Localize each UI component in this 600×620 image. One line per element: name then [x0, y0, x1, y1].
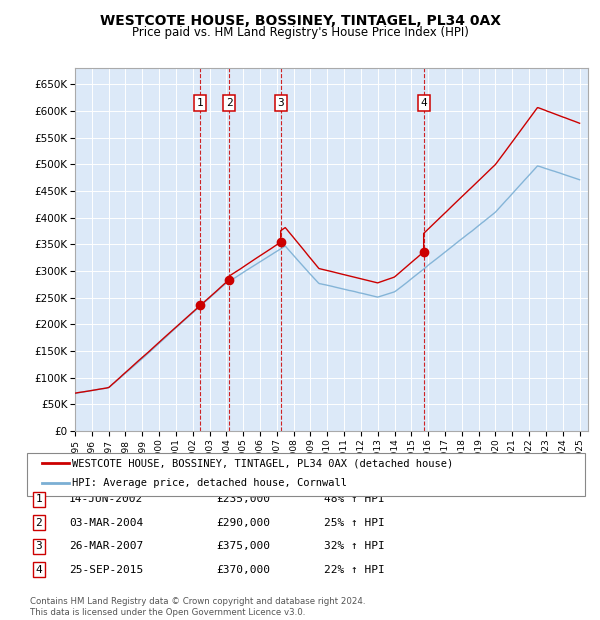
Text: WESTCOTE HOUSE, BOSSINEY, TINTAGEL, PL34 0AX (detached house): WESTCOTE HOUSE, BOSSINEY, TINTAGEL, PL34…: [72, 458, 453, 468]
Text: 25% ↑ HPI: 25% ↑ HPI: [324, 518, 385, 528]
Text: 4: 4: [35, 565, 43, 575]
Text: 48% ↑ HPI: 48% ↑ HPI: [324, 494, 385, 504]
Text: 3: 3: [277, 98, 284, 108]
Text: Contains HM Land Registry data © Crown copyright and database right 2024.
This d: Contains HM Land Registry data © Crown c…: [30, 598, 365, 617]
Text: 1: 1: [35, 494, 43, 504]
Text: 2: 2: [226, 98, 233, 108]
Text: WESTCOTE HOUSE, BOSSINEY, TINTAGEL, PL34 0AX: WESTCOTE HOUSE, BOSSINEY, TINTAGEL, PL34…: [100, 14, 500, 28]
Text: 14-JUN-2002: 14-JUN-2002: [69, 494, 143, 504]
Text: 1: 1: [197, 98, 203, 108]
Text: £370,000: £370,000: [216, 565, 270, 575]
Text: 3: 3: [35, 541, 43, 551]
Text: Price paid vs. HM Land Registry's House Price Index (HPI): Price paid vs. HM Land Registry's House …: [131, 26, 469, 39]
Text: 25-SEP-2015: 25-SEP-2015: [69, 565, 143, 575]
Text: 32% ↑ HPI: 32% ↑ HPI: [324, 541, 385, 551]
Text: 26-MAR-2007: 26-MAR-2007: [69, 541, 143, 551]
Text: HPI: Average price, detached house, Cornwall: HPI: Average price, detached house, Corn…: [72, 478, 347, 488]
Text: £235,000: £235,000: [216, 494, 270, 504]
Text: 2: 2: [35, 518, 43, 528]
Text: 22% ↑ HPI: 22% ↑ HPI: [324, 565, 385, 575]
Text: 03-MAR-2004: 03-MAR-2004: [69, 518, 143, 528]
Text: £290,000: £290,000: [216, 518, 270, 528]
Text: £375,000: £375,000: [216, 541, 270, 551]
Text: 4: 4: [420, 98, 427, 108]
